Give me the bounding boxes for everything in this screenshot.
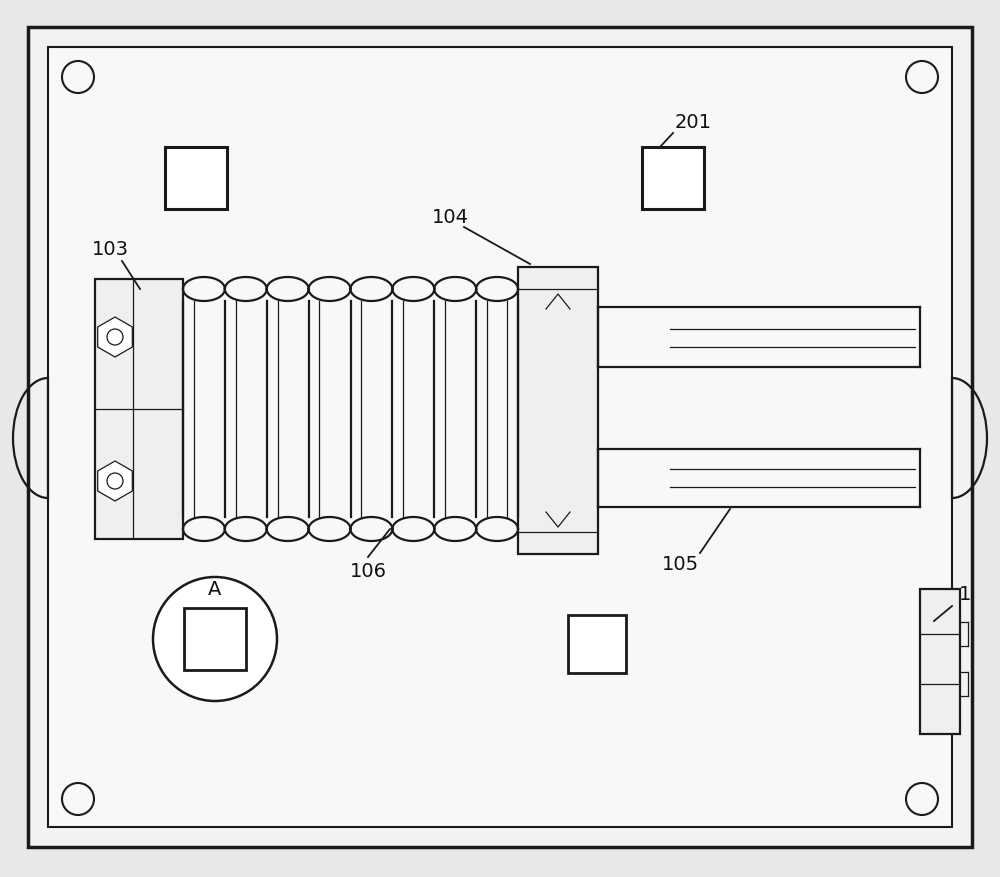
Bar	[642, 148, 704, 210]
Text: 106: 106	[350, 562, 387, 581]
Polygon shape	[98, 461, 132, 502]
Bar	[920, 589, 960, 734]
Circle shape	[62, 62, 94, 94]
Circle shape	[107, 330, 123, 346]
Circle shape	[906, 62, 938, 94]
Text: 105: 105	[661, 555, 699, 574]
Bar	[518, 267, 598, 554]
Text: 103: 103	[92, 240, 129, 260]
Text: 104: 104	[432, 208, 469, 227]
Circle shape	[107, 474, 123, 489]
Text: A: A	[208, 580, 222, 599]
Bar	[95, 280, 183, 539]
Bar	[165, 148, 227, 210]
Circle shape	[62, 783, 94, 815]
Bar	[568, 616, 626, 674]
Circle shape	[906, 783, 938, 815]
Bar	[48, 48, 952, 827]
Bar	[184, 609, 246, 670]
Circle shape	[153, 577, 277, 702]
Text: 201: 201	[674, 112, 712, 132]
Text: 1: 1	[959, 585, 971, 603]
Polygon shape	[98, 317, 132, 358]
